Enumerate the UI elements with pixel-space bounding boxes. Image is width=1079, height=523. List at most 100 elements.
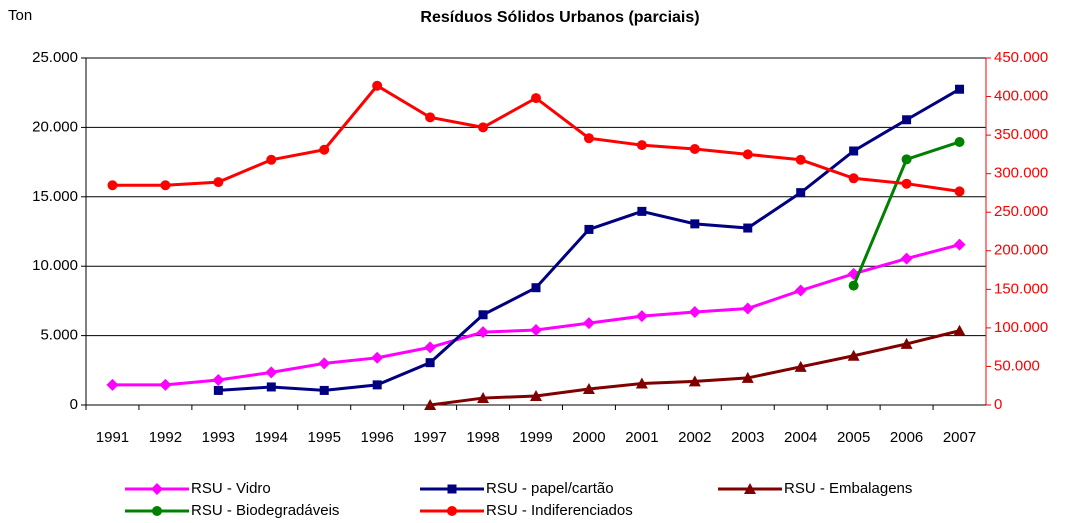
data-point: [742, 149, 753, 160]
x-tick-label: 1993: [202, 429, 235, 446]
legend-label: RSU - Embalagens: [784, 480, 912, 497]
y2-tick-label: 300.000: [994, 165, 1048, 182]
data-point: [266, 154, 277, 165]
x-tick-label: 2005: [837, 429, 870, 446]
data-point: [953, 324, 966, 336]
y-tick-label: 20.000: [32, 118, 78, 135]
data-point: [848, 280, 859, 291]
legend-marker: [152, 506, 162, 516]
data-point: [530, 324, 542, 337]
y2-tick-label: 400.000: [994, 88, 1048, 105]
data-point: [582, 317, 595, 330]
data-point: [901, 178, 912, 189]
data-point: [478, 310, 488, 320]
data-point: [531, 93, 541, 104]
data-point: [794, 284, 807, 297]
data-point: [847, 349, 860, 361]
data-point: [319, 385, 329, 395]
data-point: [424, 341, 437, 354]
data-point: [954, 136, 965, 147]
data-point: [741, 302, 754, 315]
data-point: [688, 306, 701, 319]
x-tick-label: 2003: [731, 429, 764, 446]
x-tick-label: 1991: [96, 429, 129, 446]
data-point: [953, 238, 966, 251]
data-point: [741, 371, 754, 383]
x-tick-label: 1995: [308, 429, 341, 446]
chart-title: Resíduos Sólidos Urbanos (parciais): [420, 9, 699, 26]
y2-tick-label: 450.000: [994, 49, 1048, 66]
data-point: [107, 180, 118, 191]
data-point: [106, 378, 119, 391]
data-point: [212, 374, 225, 387]
legend-marker: [744, 483, 756, 494]
y2-tick-label: 350.000: [994, 126, 1048, 143]
data-point: [319, 144, 330, 155]
data-point: [318, 357, 331, 370]
data-point: [796, 188, 806, 198]
data-point: [424, 399, 437, 410]
y-tick-label: 25.000: [32, 49, 78, 66]
x-tick-label: 2001: [625, 429, 658, 446]
y-tick-label: 0: [70, 396, 78, 413]
data-point: [213, 177, 224, 188]
series-line: [429, 329, 960, 407]
data-point: [582, 383, 595, 395]
x-tick-label: 2004: [784, 429, 817, 446]
x-tick-label: 1997: [413, 429, 446, 446]
data-point: [902, 115, 912, 125]
x-tick-label: 2007: [943, 429, 976, 446]
y2-tick-label: 100.000: [994, 319, 1048, 336]
data-point: [213, 385, 223, 395]
data-point: [530, 389, 542, 401]
y2-tick-label: 200.000: [994, 242, 1048, 259]
y2-tick-label: 0: [994, 396, 1002, 413]
y2-tick-label: 250.000: [994, 203, 1048, 220]
data-point: [636, 140, 647, 151]
data-point: [583, 133, 594, 144]
legend-marker: [447, 506, 457, 516]
x-tick-label: 2006: [890, 429, 923, 446]
data-point: [901, 154, 912, 165]
data-point: [635, 377, 648, 389]
data-point: [159, 378, 172, 391]
legend-marker: [151, 483, 163, 495]
x-tick-label: 2000: [572, 429, 605, 446]
data-point: [477, 392, 490, 404]
data-point: [160, 180, 171, 191]
legend-label: RSU - Biodegradáveis: [191, 502, 339, 519]
data-point: [478, 122, 489, 133]
y-tick-label: 15.000: [32, 188, 78, 205]
x-tick-label: 2002: [678, 429, 711, 446]
data-point: [795, 154, 806, 165]
data-point: [635, 310, 648, 323]
legend-label: RSU - papel/cartão: [486, 480, 614, 497]
x-tick-label: 1992: [149, 429, 182, 446]
legend-label: RSU - Indiferenciados: [486, 502, 633, 519]
x-tick-label: 1998: [466, 429, 499, 446]
data-point: [955, 84, 965, 94]
data-point: [848, 173, 859, 184]
data-point: [371, 351, 384, 364]
data-point: [794, 360, 807, 372]
y-tick-label: 5.000: [40, 327, 78, 344]
data-point: [690, 219, 700, 229]
data-point: [265, 366, 278, 379]
data-point: [531, 283, 541, 293]
x-tick-label: 1999: [519, 429, 552, 446]
data-point: [584, 224, 594, 234]
y-axis-label: Ton: [8, 7, 32, 24]
data-point: [637, 206, 647, 216]
y2-tick-label: 50.000: [994, 357, 1040, 374]
data-point: [688, 375, 701, 387]
data-point: [425, 358, 435, 368]
data-point: [900, 252, 913, 265]
data-point: [266, 382, 276, 392]
y-tick-label: 10.000: [32, 257, 78, 274]
data-point: [900, 337, 913, 349]
data-point: [689, 143, 700, 154]
data-point: [954, 186, 965, 197]
data-point: [425, 112, 436, 123]
x-tick-label: 1994: [255, 429, 288, 446]
